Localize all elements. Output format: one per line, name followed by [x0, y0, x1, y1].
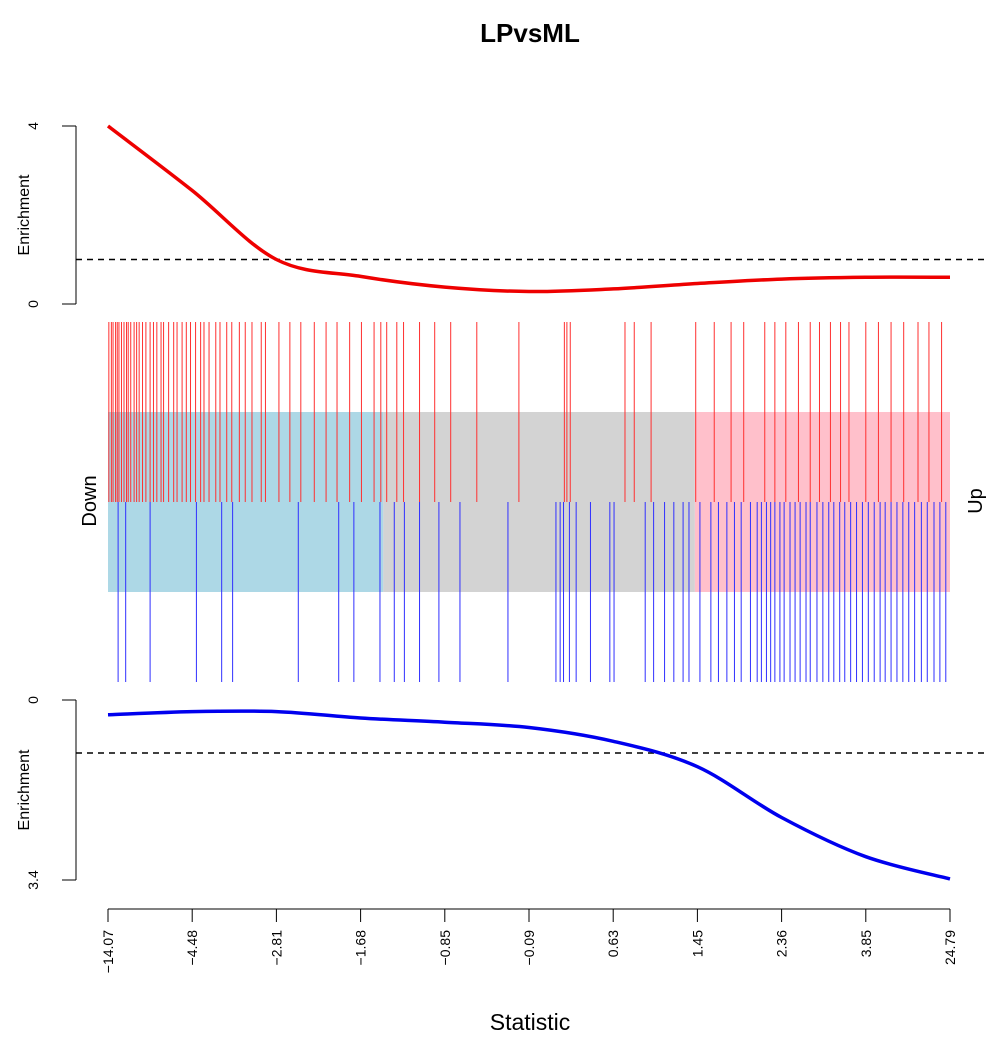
down-y-axis-label: Enrichment — [16, 749, 33, 830]
x-axis-title: Statistic — [490, 1009, 571, 1035]
x-tick-label: −0.85 — [437, 930, 453, 966]
down-y-tick-label-bottom: 3.4 — [25, 870, 41, 890]
region-middle — [383, 412, 695, 592]
x-tick-label: −14.07 — [100, 930, 116, 973]
x-tick-label: 3.85 — [858, 930, 874, 957]
up-side-label: Up — [965, 488, 987, 514]
down-side-label: Down — [79, 475, 101, 526]
x-tick-label: 24.79 — [942, 930, 958, 965]
x-tick-label: 1.45 — [689, 930, 705, 957]
down-enrichment-panel: 0 3.4 Enrichment — [16, 696, 986, 890]
barcode-panel: Down Up — [79, 322, 987, 682]
x-tick-label: −0.09 — [521, 930, 537, 966]
x-tick-label: −1.68 — [353, 930, 369, 966]
down-enrichment-curve — [107, 709, 951, 881]
x-tick-label: 0.63 — [605, 930, 621, 957]
up-enrichment-panel: 4 0 Enrichment — [16, 122, 986, 308]
x-tick-label: −2.81 — [268, 930, 284, 966]
up-y-axis-label: Enrichment — [16, 174, 33, 255]
x-tick-label: −4.48 — [184, 930, 200, 966]
up-enrichment-curve — [106, 124, 951, 294]
chart-title: LPvsML — [480, 18, 580, 48]
down-y-tick-label-top: 0 — [25, 696, 41, 704]
up-y-tick-label-bottom: 0 — [25, 300, 41, 308]
x-axis: −14.07 −4.48 −2.81 −1.68 −0.85 −0.09 0.63 1.45 2… — [100, 908, 958, 1035]
x-tick-label: 2.36 — [774, 930, 790, 957]
up-y-tick-label-top: 4 — [25, 122, 41, 130]
